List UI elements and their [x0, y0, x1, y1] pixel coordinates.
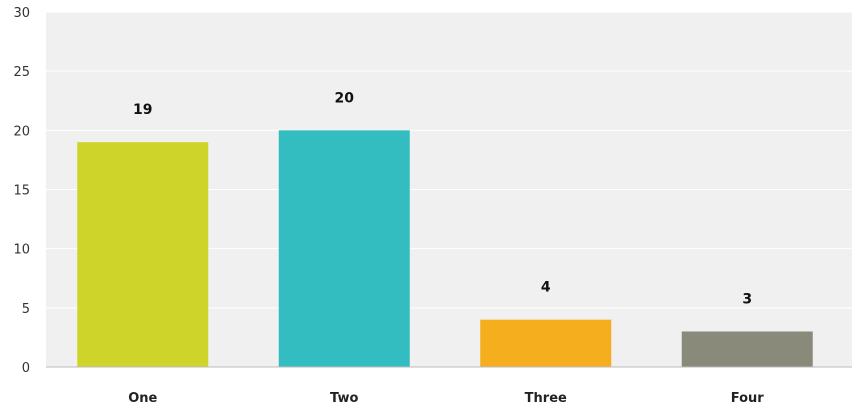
- y-tick-label: 25: [13, 65, 30, 80]
- y-tick-label: 5: [22, 302, 30, 317]
- category-label-one: One: [128, 391, 157, 406]
- y-tick-label: 20: [13, 124, 30, 139]
- value-label-three: 4: [541, 280, 551, 296]
- y-tick-label: 30: [13, 6, 30, 21]
- y-axis-ticks: 0 5 10 15 20 25 30: [13, 6, 30, 376]
- category-label-three: Three: [525, 391, 567, 406]
- bar-two: [278, 130, 410, 367]
- bar-four: [681, 331, 813, 367]
- y-tick-label: 0: [22, 361, 30, 376]
- value-label-one: 19: [133, 102, 152, 118]
- y-tick-label: 10: [13, 243, 30, 258]
- value-label-four: 3: [742, 292, 752, 308]
- category-label-two: Two: [330, 391, 358, 406]
- y-tick-label: 15: [13, 184, 30, 199]
- value-label-two: 20: [335, 90, 355, 106]
- value-labels: 19 20 4 3: [133, 90, 752, 307]
- category-label-four: Four: [731, 391, 765, 406]
- bars: [77, 130, 813, 367]
- bar-one: [77, 142, 209, 367]
- category-labels: One Two Three Four: [128, 391, 764, 406]
- bar-three: [480, 319, 612, 367]
